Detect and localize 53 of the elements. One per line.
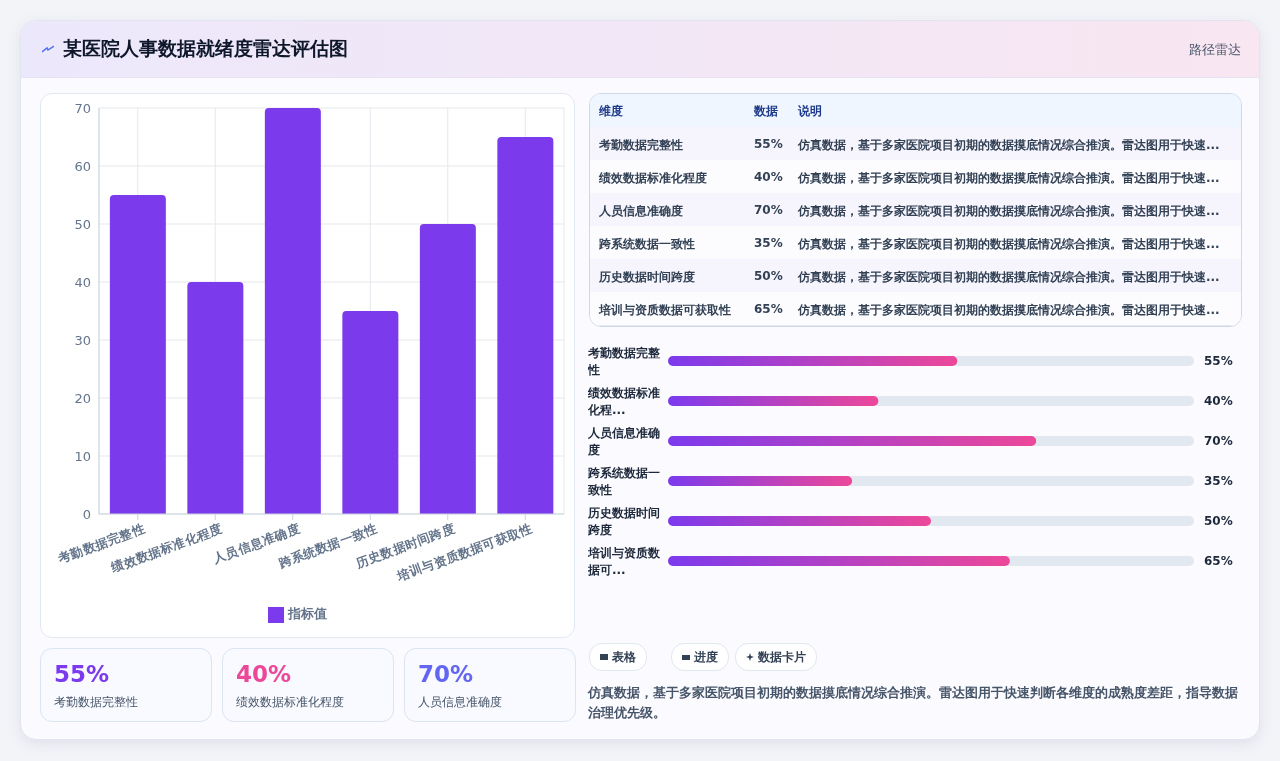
text: 55% xyxy=(754,137,783,151)
y-tick-label: 10 xyxy=(74,448,91,464)
category-label: 跨系统数据一致性 xyxy=(599,237,695,251)
text: 仿真数据，基于多家医院项目初期的数据摸底情况综合推演。雷达图用于快速判断各维度的成熟度差距，指导数据治理优先级。 xyxy=(588,684,1239,722)
data-label: 40% xyxy=(1204,394,1233,408)
text: 数据卡片 xyxy=(758,648,806,666)
y-tick-label: 30 xyxy=(74,332,91,348)
category-label: 考勤数据完整性 xyxy=(54,695,138,709)
data-label: 70% xyxy=(1204,434,1233,448)
y-tick-label: 70 xyxy=(74,100,91,116)
y-tick-label: 培训与资质数据可... xyxy=(587,546,661,577)
y-tick-label: 40 xyxy=(74,274,91,290)
text: 仿真数据，基于多家医院项目初期的数据摸底情况综合推演。雷达图用于快速... xyxy=(798,302,1220,319)
y-tick-label: 绩效数据标准化程... xyxy=(587,386,660,417)
text: 仿真数据，基于多家医院项目初期的数据摸底情况综合推演。雷达图用于快速... xyxy=(798,170,1220,187)
text: 40% xyxy=(236,661,292,687)
text: 仿真数据，基于多家医院项目初期的数据摸底情况综合推演。雷达图用于快速... xyxy=(798,137,1220,154)
y-tick-label: 60 xyxy=(74,158,91,174)
data-label: 35% xyxy=(1204,474,1233,488)
text: 40% xyxy=(754,170,783,184)
category-label: 绩效数据标准化程度 xyxy=(599,171,707,185)
category-label: 人员信息准确度 xyxy=(418,695,502,709)
data-label: 55% xyxy=(1204,354,1233,368)
text: 70% xyxy=(418,661,474,687)
text: 说明 xyxy=(798,103,822,120)
text: 50% xyxy=(754,269,783,283)
category-label: 考勤数据完整性 xyxy=(599,138,683,152)
category-label: 培训与资质数据可获取性 xyxy=(599,303,731,317)
legend-label: 指标值 xyxy=(288,606,327,621)
text: 维度 xyxy=(599,103,623,120)
y-tick-label: 0 xyxy=(82,506,91,522)
text: 表格 xyxy=(612,648,636,666)
y-tick-label: 考勤数据完整性 xyxy=(587,346,661,377)
text: 35% xyxy=(754,236,783,250)
text: 仿真数据，基于多家医院项目初期的数据摸底情况综合推演。雷达图用于快速... xyxy=(798,203,1220,220)
text: 路径雷达 xyxy=(1189,41,1241,59)
y-tick-label: 人员信息准确度 xyxy=(587,426,660,457)
category-label: 历史数据时间跨度 xyxy=(599,270,695,284)
text: 55% xyxy=(54,661,110,687)
data-label: 50% xyxy=(1204,514,1233,528)
text: 65% xyxy=(754,302,783,316)
y-tick-label: 20 xyxy=(74,390,91,406)
text: 仿真数据，基于多家医院项目初期的数据摸底情况综合推演。雷达图用于快速... xyxy=(798,236,1220,253)
text: 70% xyxy=(754,203,783,217)
y-tick-label: 50 xyxy=(74,216,91,232)
chart-title: 某医院人事数据就绪度雷达评估图 xyxy=(63,36,348,61)
category-label: 绩效数据标准化程度 xyxy=(236,695,344,709)
y-tick-label: 跨系统数据一致性 xyxy=(587,466,660,497)
text: 数据 xyxy=(754,103,778,120)
data-label: 65% xyxy=(1204,554,1233,568)
category-label: 人员信息准确度 xyxy=(599,204,683,218)
text: 进度 xyxy=(694,648,718,666)
text: 仿真数据，基于多家医院项目初期的数据摸底情况综合推演。雷达图用于快速... xyxy=(798,269,1220,286)
